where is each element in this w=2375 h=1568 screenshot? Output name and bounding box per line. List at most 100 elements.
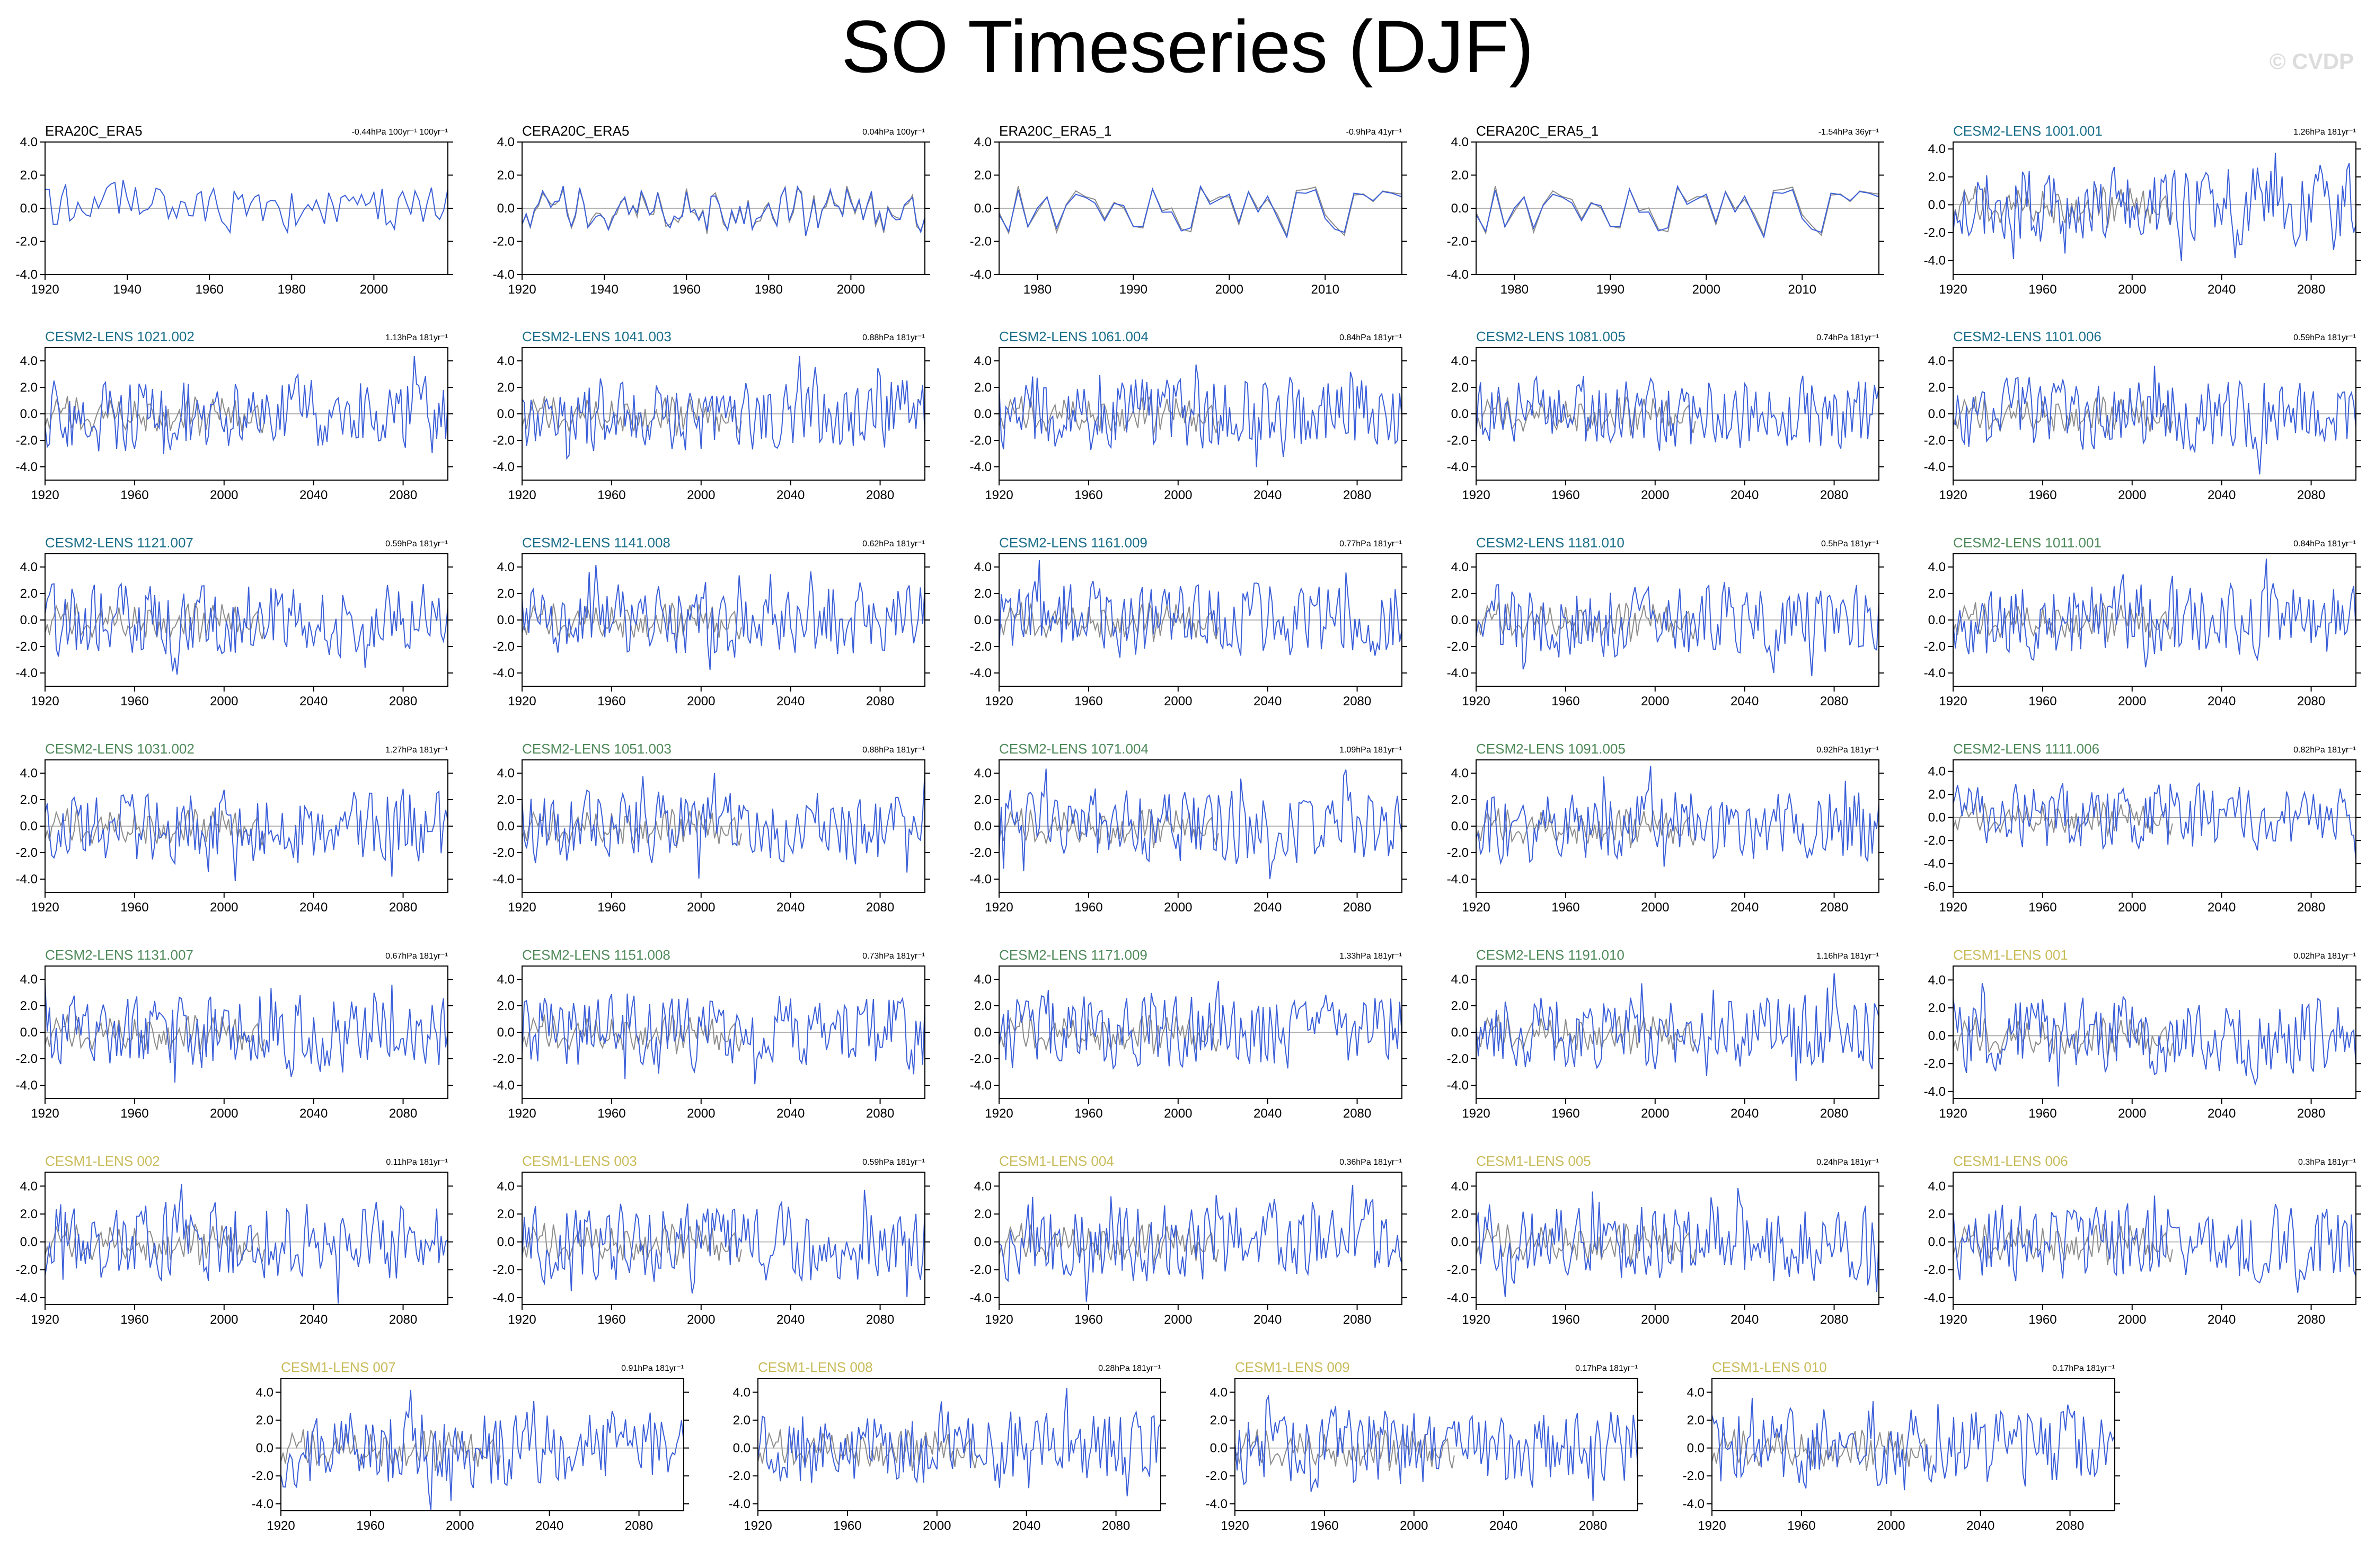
obs-series-line <box>1476 808 1696 848</box>
panel-trend: 0.02hPa 181yr⁻¹ <box>2293 952 2356 961</box>
y-tick-label: 4.0 <box>256 1385 273 1399</box>
y-tick-label: -4.0 <box>16 872 38 887</box>
y-tick-label: 4.0 <box>974 1179 992 1193</box>
y-tick-label: -2.0 <box>970 640 992 654</box>
x-tick-label: 1980 <box>1023 282 1052 297</box>
y-tick-label: 4.0 <box>974 560 992 574</box>
y-tick-label: 4.0 <box>497 972 515 987</box>
y-tick-label: -4.0 <box>1924 1291 1946 1305</box>
x-tick-label: 2040 <box>299 900 328 915</box>
x-tick-label: 2080 <box>1102 1519 1130 1533</box>
y-tick-label: -2.0 <box>1924 226 1946 240</box>
x-tick-label: 1960 <box>1074 1106 1102 1121</box>
y-tick-label: 0.0 <box>497 819 515 834</box>
panel-title: CESM2-LENS 1061.004 <box>999 329 1149 344</box>
timeseries-panel: CESM1-LENS 003 0.59hPa 181yr⁻¹ 4.0 2.0 0.0 -2… <box>493 1153 930 1327</box>
y-tick-label: 4.0 <box>974 354 992 368</box>
y-tick-label: 0.0 <box>20 407 38 421</box>
x-tick-label: 2040 <box>1012 1519 1040 1533</box>
x-tick-label: 2080 <box>625 1519 653 1533</box>
y-tick-label: -4.0 <box>1924 460 1946 474</box>
y-tick-label: -4.0 <box>970 1291 992 1305</box>
timeseries-panel: CESM1-LENS 006 0.3hPa 181yr⁻¹ 4.0 2.0 0.0 -2.… <box>1924 1153 2361 1327</box>
y-tick-label: -4.0 <box>1924 857 1946 871</box>
model-series-line <box>1953 366 2356 475</box>
timeseries-panel: ERA20C_ERA5_1 -0.9hPa 41yr⁻¹ 4.0 2.0 0.0 -2.0… <box>970 123 1407 297</box>
panel-title: CESM1-LENS 009 <box>1235 1359 1350 1375</box>
panel-title: ERA20C_ERA5 <box>45 123 143 139</box>
y-tick-label: -4.0 <box>493 460 515 474</box>
y-tick-label: 0.0 <box>1928 1029 1946 1043</box>
x-tick-label: 2000 <box>2118 282 2146 297</box>
y-tick-label: 4.0 <box>1451 972 1469 987</box>
obs-series-line <box>1711 1429 1932 1472</box>
x-tick-label: 1920 <box>1462 1313 1490 1327</box>
y-tick-label: 2.0 <box>974 999 992 1013</box>
x-tick-label: 1960 <box>2028 488 2056 502</box>
model-series-line <box>1476 1188 1879 1297</box>
x-tick-label: 1920 <box>1939 900 1967 915</box>
y-tick-label: -4.0 <box>493 872 515 887</box>
x-tick-label: 2080 <box>389 694 417 708</box>
y-tick-label: -4.0 <box>1447 268 1469 282</box>
y-tick-label: -4.0 <box>493 1291 515 1305</box>
panel-title: CESM1-LENS 004 <box>999 1153 1114 1169</box>
panel-title: CESM1-LENS 003 <box>522 1153 637 1169</box>
y-tick-label: 0.0 <box>497 613 515 627</box>
y-tick-label: -2.0 <box>1924 640 1946 654</box>
x-tick-label: 1960 <box>356 1519 384 1533</box>
plot-frame <box>999 1172 1402 1305</box>
y-tick-label: -2.0 <box>1924 433 1946 448</box>
x-tick-label: 1960 <box>1551 694 1579 708</box>
model-series-line <box>522 994 925 1085</box>
y-tick-label: 4.0 <box>1928 560 1946 574</box>
x-tick-label: 2000 <box>210 1106 238 1121</box>
x-tick-label: 1960 <box>2028 900 2056 915</box>
y-tick-label: 0.0 <box>1687 1441 1705 1456</box>
y-tick-label: 2.0 <box>1451 1207 1469 1221</box>
y-tick-label: -4.0 <box>1447 1078 1469 1093</box>
y-tick-label: 4.0 <box>497 354 515 368</box>
panel-trend: -1.54hPa 36yr⁻¹ <box>1818 128 1879 137</box>
x-tick-label: 1960 <box>597 900 625 915</box>
x-tick-label: 2000 <box>687 488 715 502</box>
y-tick-label: 4.0 <box>1451 354 1469 368</box>
x-tick-label: 1920 <box>31 488 59 502</box>
plot-frame <box>1711 1378 2115 1511</box>
y-tick-label: 4.0 <box>20 560 38 574</box>
panel-title: CESM2-LENS 1131.007 <box>45 947 193 963</box>
y-tick-label: 0.0 <box>974 201 992 216</box>
x-tick-label: 2040 <box>776 694 805 708</box>
panel-trend: 0.17hPa 181yr⁻¹ <box>1575 1364 1638 1373</box>
timeseries-panel: CESM2-LENS 1001.001 1.26hPa 181yr⁻¹ 4.0 2.0… <box>1924 123 2361 297</box>
y-tick-label: -2.0 <box>1206 1469 1228 1483</box>
y-tick-label: 0.0 <box>1451 201 1469 216</box>
y-tick-label: -4.0 <box>1683 1497 1705 1511</box>
x-tick-label: 1920 <box>267 1519 295 1533</box>
y-tick-label: -4.0 <box>1447 872 1469 887</box>
x-tick-label: 2040 <box>1731 900 1759 915</box>
timeseries-panel: CESM1-LENS 008 0.28hPa 181yr⁻¹ 4.0 2.0 0.0 -2… <box>729 1359 1166 1533</box>
x-tick-label: 2040 <box>776 1106 805 1121</box>
panel-trend: 0.73hPa 181yr⁻¹ <box>862 952 925 961</box>
plot-frame <box>1953 965 2356 1099</box>
model-series-line <box>1476 184 1879 239</box>
x-tick-label: 2080 <box>389 900 417 915</box>
panel-trend: 0.92hPa 181yr⁻¹ <box>1816 746 1879 755</box>
timeseries-panel: CESM1-LENS 009 0.17hPa 181yr⁻¹ 4.0 2.0 0.0 -2… <box>1206 1359 1643 1533</box>
x-tick-label: 2080 <box>866 900 894 915</box>
x-tick-label: 2080 <box>2297 900 2325 915</box>
x-tick-label: 1980 <box>1500 282 1529 297</box>
x-tick-label: 2000 <box>1641 694 1669 708</box>
x-tick-label: 2080 <box>2297 1313 2325 1327</box>
y-tick-label: 2.0 <box>1451 999 1469 1013</box>
x-tick-label: 1960 <box>1551 1106 1579 1121</box>
panel-title: CESM2-LENS 1181.010 <box>1476 535 1624 551</box>
model-series-line <box>45 180 448 234</box>
obs-series-line <box>1476 186 1879 237</box>
panel-title: CESM2-LENS 1121.007 <box>45 535 193 551</box>
panel-title: CERA20C_ERA5_1 <box>1476 123 1599 139</box>
y-tick-label: -4.0 <box>1447 1291 1469 1305</box>
y-tick-label: -2.0 <box>16 640 38 654</box>
x-tick-label: 1920 <box>31 694 59 708</box>
